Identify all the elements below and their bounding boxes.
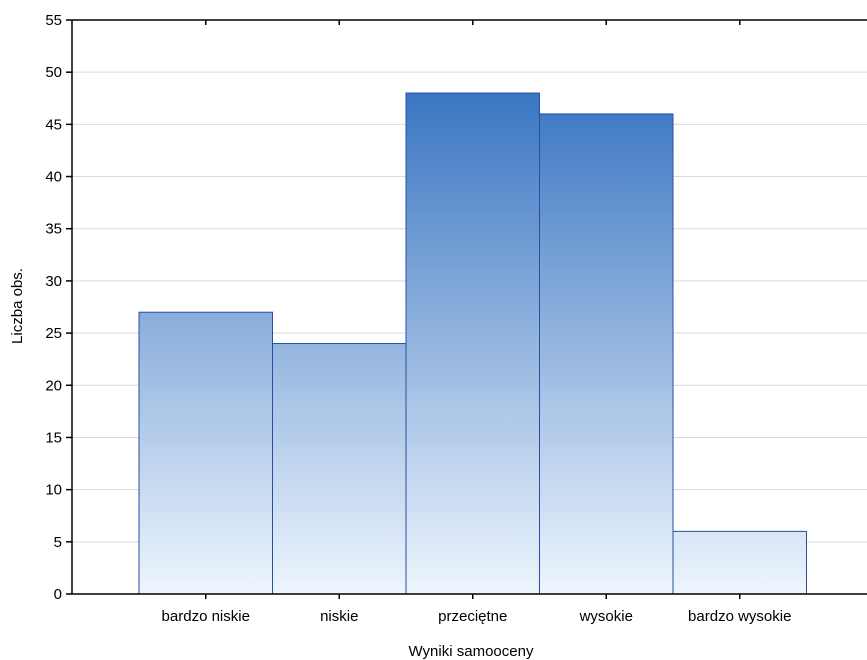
y-axis-ticks: 0 5 10 15 20 25 30 35 40 45 50 55 (45, 12, 72, 603)
bar (405, 92, 540, 595)
y-tick-label: 5 (54, 534, 62, 551)
x-axis-title: Wyniki samooceny (409, 643, 534, 660)
y-tick-label: 10 (45, 482, 62, 499)
y-axis-title: Liczba obs. (9, 268, 26, 344)
y-tick-label: 50 (45, 64, 62, 81)
bar (539, 113, 674, 595)
y-tick-label: 35 (45, 221, 62, 238)
y-tick-label: 45 (45, 116, 62, 133)
y-tick-label: 25 (45, 325, 62, 342)
x-tick-label: bardzo niskie (162, 608, 250, 625)
axes (71, 19, 867, 595)
bar (272, 343, 407, 595)
y-tick-label: 20 (45, 377, 62, 394)
x-tick-label: bardzo wysokie (688, 608, 791, 625)
x-axis-ticks: bardzo niskie niskie przeciętne wysokie bard… (162, 20, 791, 625)
bar (138, 311, 273, 595)
x-tick-label: niskie (320, 608, 358, 625)
bars (138, 92, 807, 595)
x-tick-label: wysokie (579, 608, 633, 625)
y-tick-label: 30 (45, 273, 62, 290)
x-tick-label: przeciętne (438, 608, 507, 625)
y-tick-label: 40 (45, 169, 62, 186)
y-tick-label: 55 (45, 12, 62, 29)
bar (672, 530, 807, 595)
y-tick-label: 0 (54, 586, 62, 603)
y-tick-label: 15 (45, 429, 62, 446)
